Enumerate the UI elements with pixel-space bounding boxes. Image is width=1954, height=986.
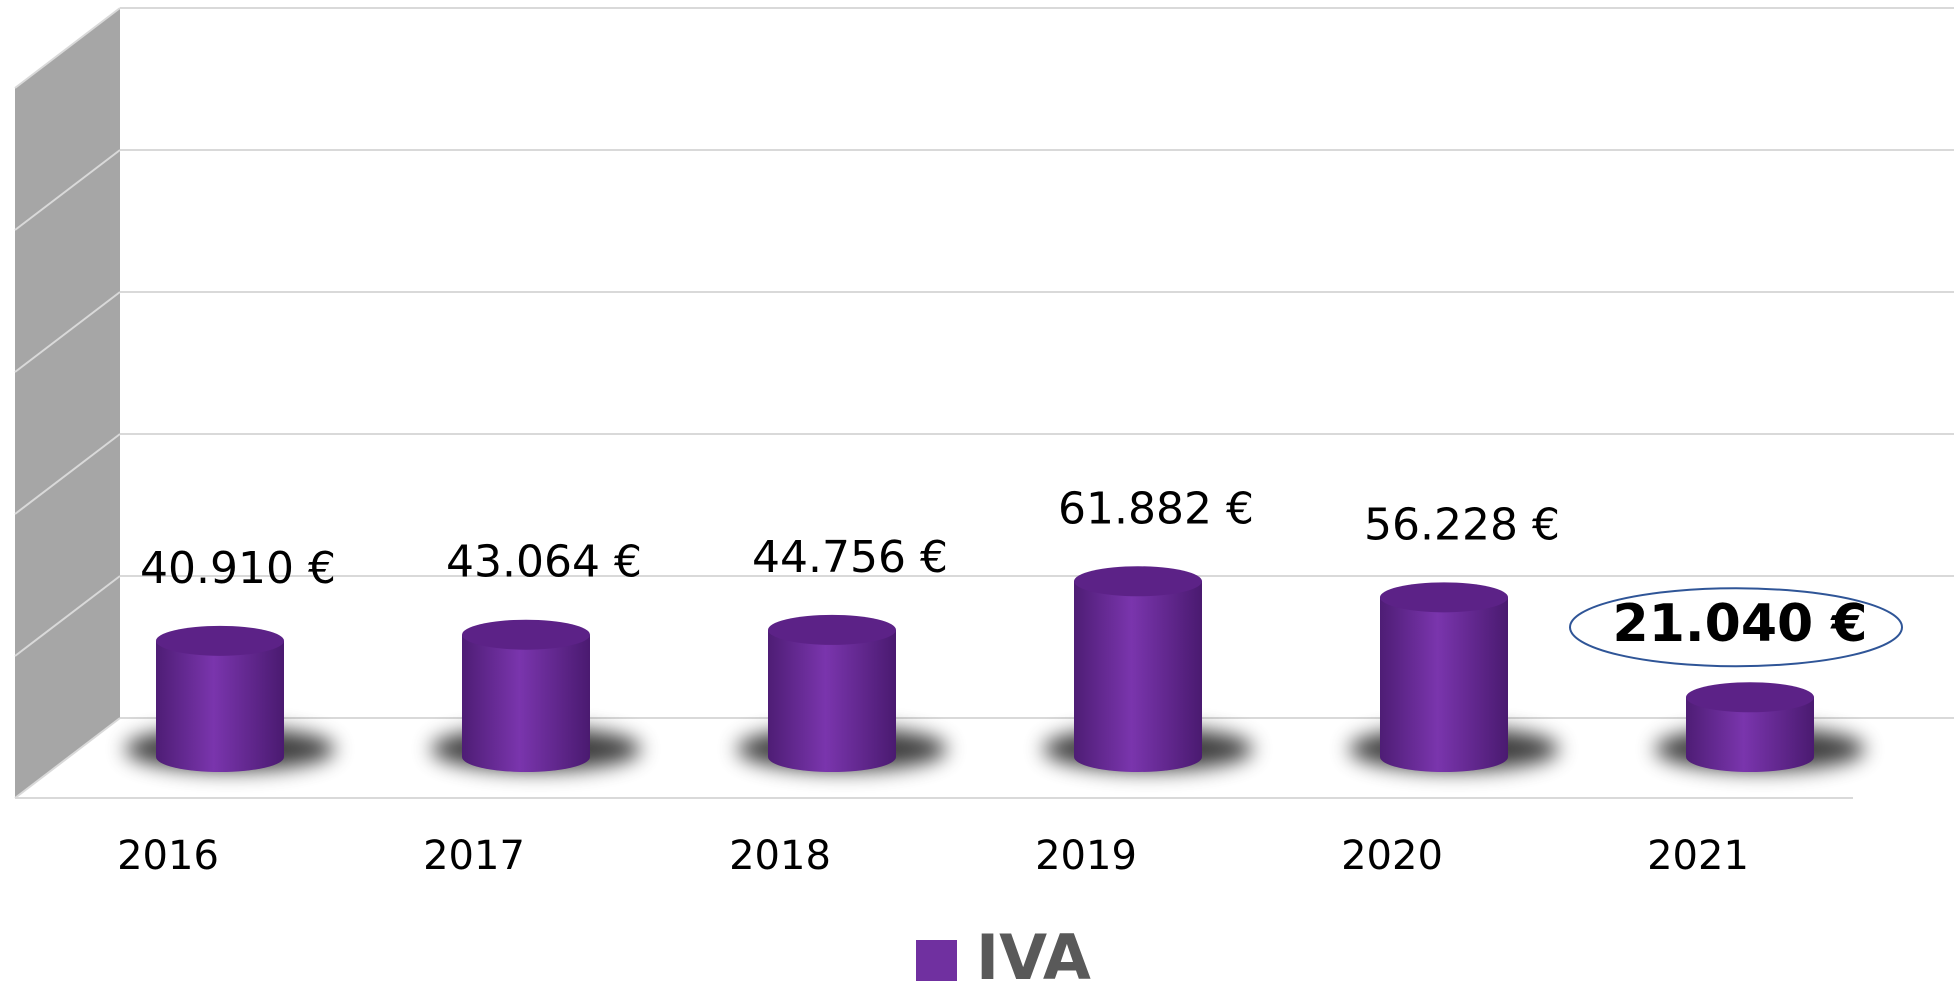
grid-line-side xyxy=(14,433,121,515)
x-tick-label: 2016 xyxy=(117,833,219,879)
bar xyxy=(1074,566,1202,772)
legend-label: IVA xyxy=(976,921,1091,986)
bar xyxy=(462,619,590,772)
grid-line-side xyxy=(14,575,121,657)
cylinder-top xyxy=(1686,682,1814,713)
bar xyxy=(156,625,284,772)
x-tick-label: 2017 xyxy=(423,833,525,879)
value-label: 44.756 € xyxy=(752,532,948,583)
side-wall xyxy=(15,8,120,798)
cylinder-body xyxy=(1074,581,1202,772)
cylinder-body xyxy=(1686,697,1814,772)
cylinder-top xyxy=(462,619,590,650)
cylinder-body xyxy=(156,640,284,772)
cylinder-body xyxy=(462,634,590,772)
value-label: 40.910 € xyxy=(140,543,336,594)
cylinder-top xyxy=(156,625,284,656)
bar xyxy=(1686,682,1814,772)
value-label: 43.064 € xyxy=(446,537,642,588)
highlight-ring xyxy=(1569,587,1903,668)
grid-line-side xyxy=(14,717,121,799)
value-label: 61.882 € xyxy=(1058,483,1254,534)
grid-line-side xyxy=(14,149,121,231)
x-tick-label: 2018 xyxy=(729,833,831,879)
x-tick-label: 2019 xyxy=(1035,833,1137,879)
cylinder-body xyxy=(1380,597,1508,772)
value-label: 56.228 € xyxy=(1364,499,1560,550)
bar xyxy=(768,614,896,772)
value-label: 21.040 € xyxy=(1613,594,1868,654)
x-tick-label: 2020 xyxy=(1341,833,1443,879)
cylinder-top xyxy=(768,614,896,645)
bar xyxy=(1380,582,1508,772)
cylinder-top xyxy=(1074,566,1202,597)
cylinder-body xyxy=(768,629,896,772)
grid-line-side xyxy=(14,7,121,89)
grid-line-side xyxy=(14,291,121,373)
x-tick-label: 2021 xyxy=(1647,833,1749,879)
legend-swatch xyxy=(916,940,957,981)
cylinder-top xyxy=(1380,582,1508,613)
